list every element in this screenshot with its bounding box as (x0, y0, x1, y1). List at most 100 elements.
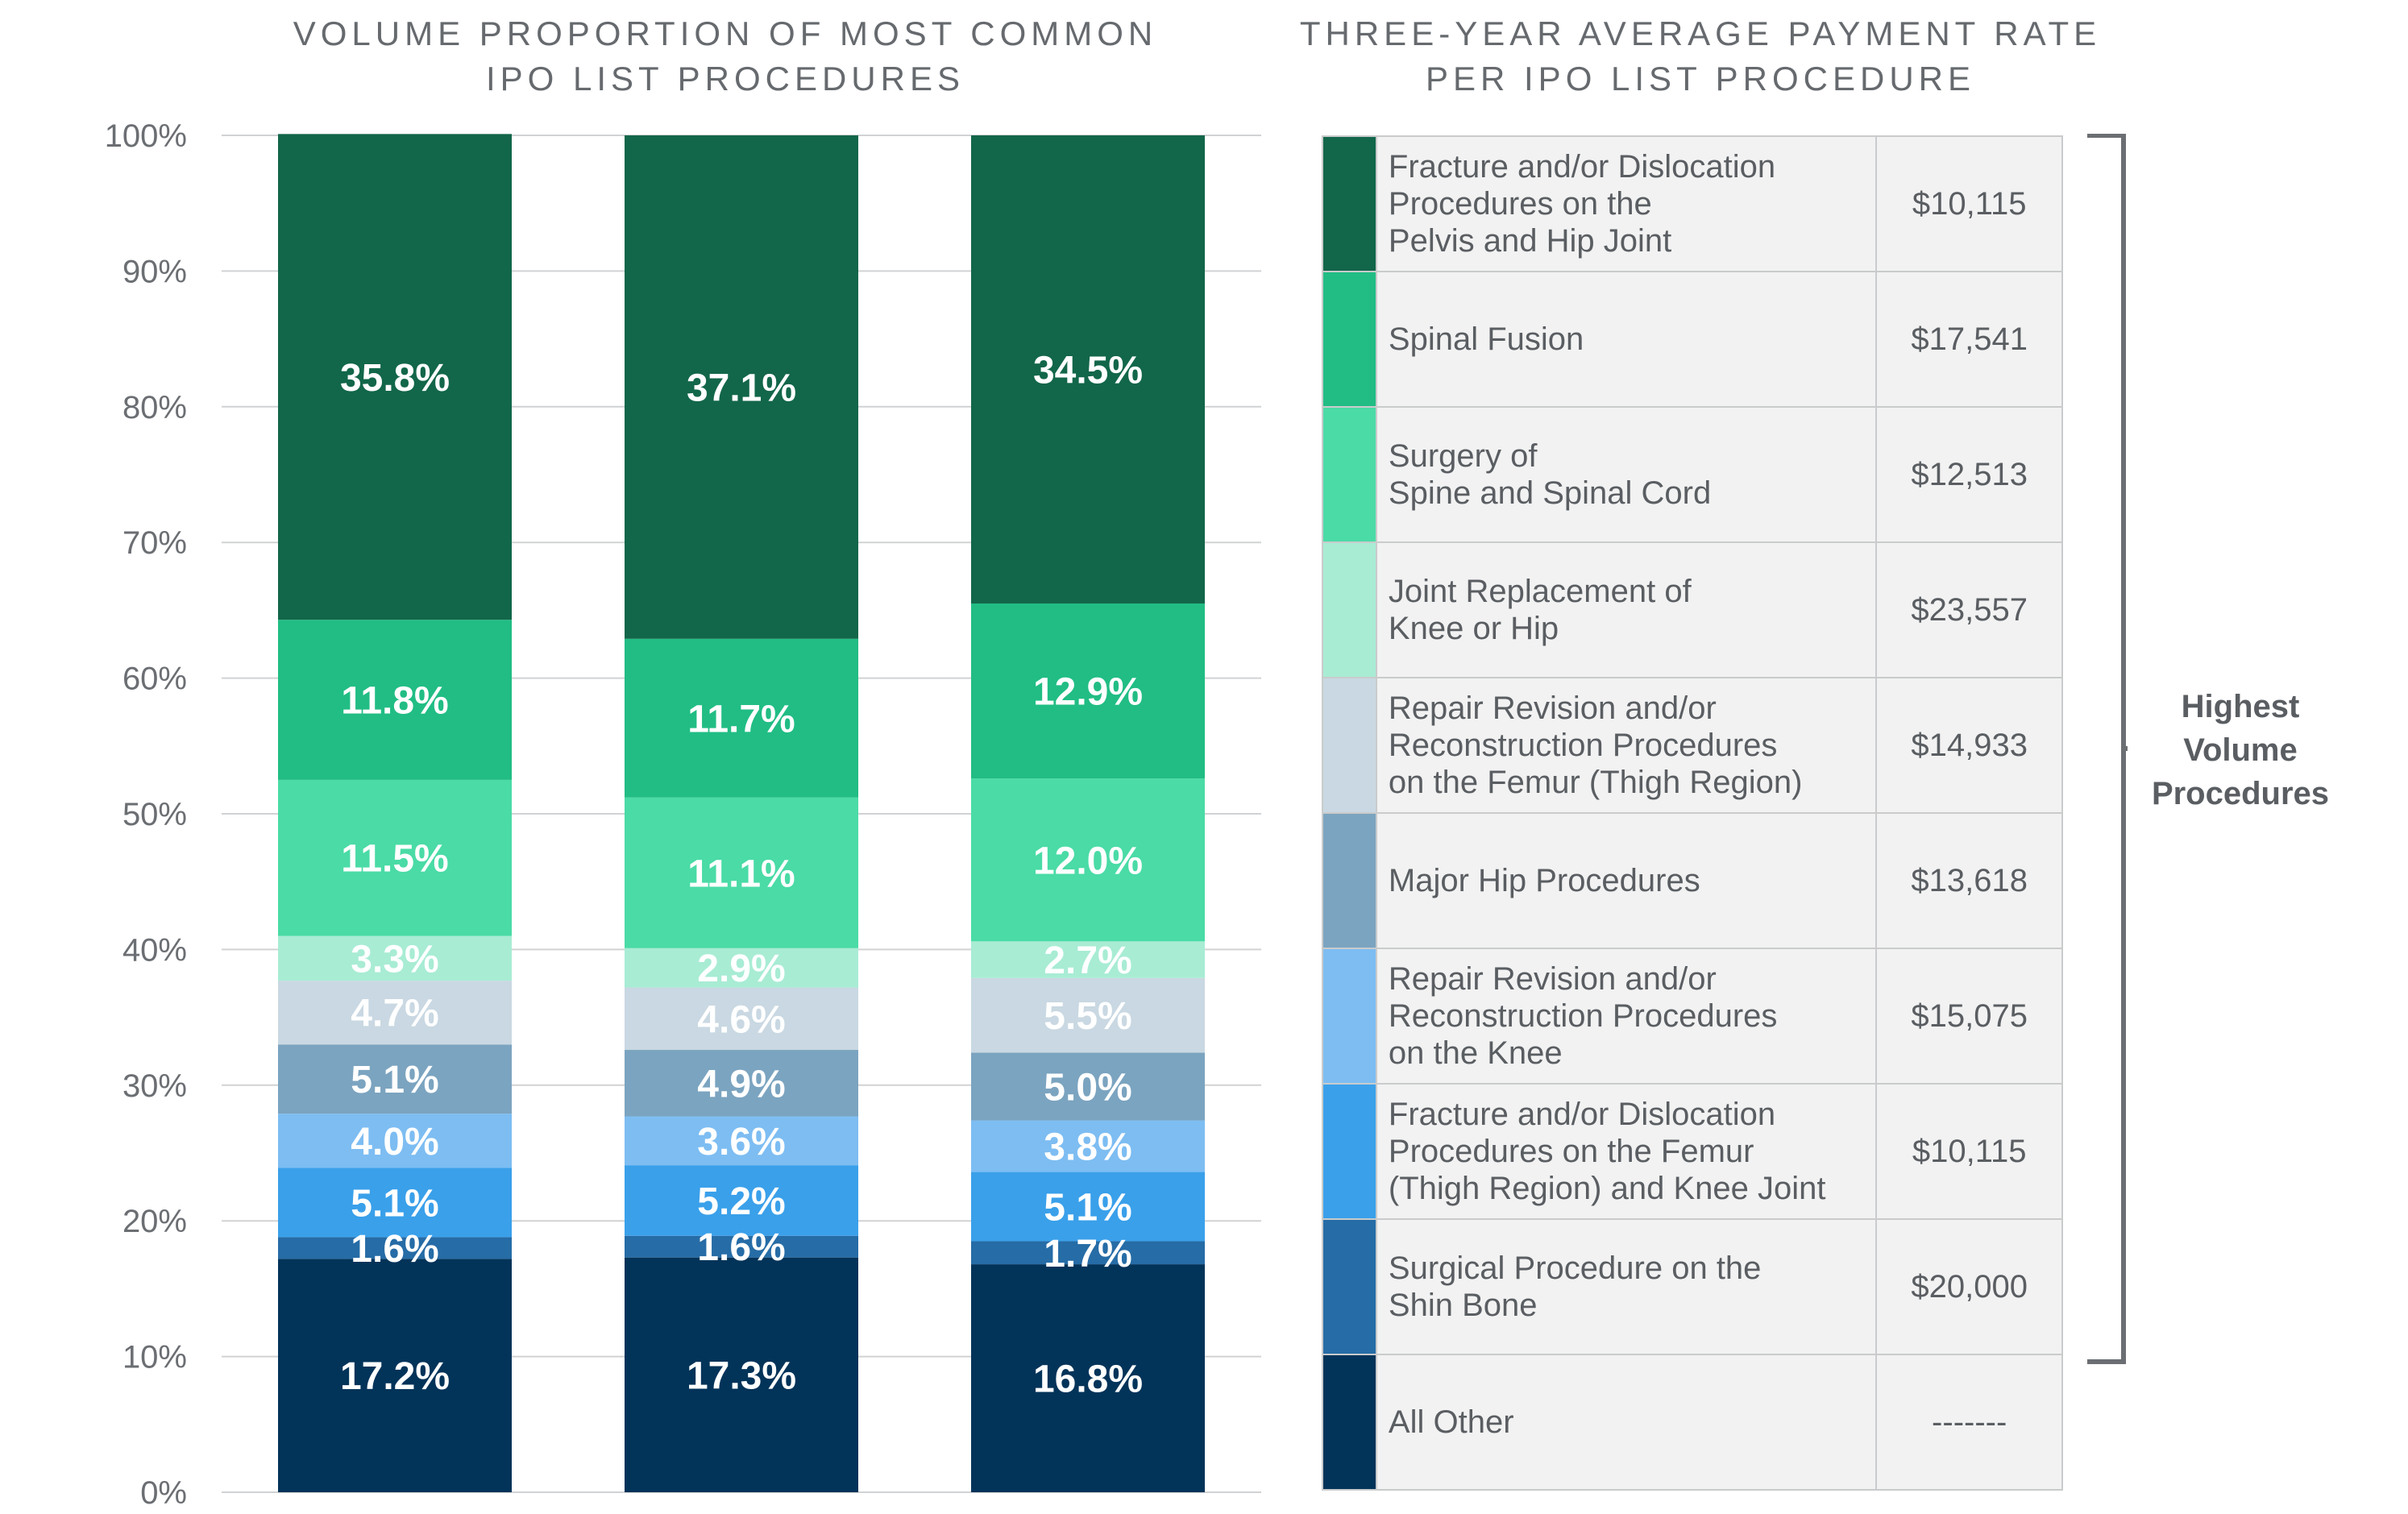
bar-segment (625, 797, 858, 948)
procedure-name-line: on the Femur (Thigh Region) (1388, 765, 1803, 800)
y-tick-label: 10% (122, 1340, 187, 1375)
procedure-name-line: Pelvis and Hip Joint (1388, 223, 1672, 259)
procedure-name-line: Major Hip Procedures (1388, 863, 1700, 898)
bar-segment (625, 1257, 858, 1492)
payment-rate: $12,513 (1875, 406, 2063, 543)
bar-segment (625, 1235, 858, 1258)
payment-rate: $17,541 (1875, 271, 2063, 408)
procedure-name-line: Shin Bone (1388, 1288, 1538, 1323)
data-label: 35.8% (340, 357, 450, 400)
bar-segment (278, 1237, 512, 1259)
data-label: 4.6% (697, 998, 785, 1041)
color-swatch (1322, 135, 1377, 272)
data-label: 17.3% (687, 1354, 796, 1397)
procedure-name-line: All Other (1388, 1404, 1514, 1440)
data-label: 11.1% (687, 852, 795, 895)
data-label: 12.0% (1033, 840, 1143, 882)
data-label: 5.1% (351, 1182, 438, 1225)
y-tick-label: 50% (122, 797, 187, 832)
color-swatch (1322, 812, 1377, 949)
bar-segment (278, 1044, 512, 1114)
y-tick-label: 70% (122, 525, 187, 561)
data-label: 11.7% (687, 698, 795, 740)
procedure-name-line: Reconstruction Procedures (1388, 998, 1778, 1034)
procedure-name-line: Spinal Fusion (1388, 321, 1584, 357)
table-title-line-2: PER IPO LIST PROCEDURE (1425, 60, 1976, 97)
bar-segment (625, 948, 858, 988)
y-tick-label: 40% (122, 932, 187, 968)
payment-rate: $23,557 (1875, 541, 2063, 678)
data-label: 4.7% (351, 993, 438, 1035)
bar-segment (278, 620, 512, 780)
bar-segment (971, 941, 1205, 978)
procedure-name: Fracture and/or Dislocation Procedures on… (1375, 135, 1878, 272)
table-title: THREE-YEAR AVERAGE PAYMENT RATE PER IPO … (1273, 11, 2128, 102)
procedure-name-line: Surgical Procedure on the (1388, 1251, 1762, 1286)
data-label: 3.8% (1044, 1126, 1131, 1169)
color-swatch (1322, 271, 1377, 408)
procedure-name: Spinal Fusion (1375, 271, 1878, 408)
bracket-label-line-1: Highest (2181, 689, 2300, 724)
procedure-name-line: Repair Revision and/or (1388, 961, 1717, 997)
bar-segment (625, 1050, 858, 1117)
data-label: 3.6% (697, 1121, 785, 1163)
bar-segment (278, 1114, 512, 1168)
bar-segment (971, 603, 1205, 779)
table-row: Fracture and/or Dislocation Procedures on… (1322, 135, 2063, 272)
data-label: 12.9% (1033, 671, 1143, 714)
procedure-name: All Other (1375, 1354, 1878, 1491)
bar-segment (971, 977, 1205, 1053)
table-title-line-1: THREE-YEAR AVERAGE PAYMENT RATE (1299, 15, 2102, 52)
y-tick-label: 30% (122, 1068, 187, 1104)
data-label: 1.7% (1044, 1233, 1131, 1275)
bar-segment (625, 1116, 858, 1166)
chart-title: VOLUME PROPORTION OF MOST COMMON IPO LIS… (201, 11, 1249, 102)
bar-segment (625, 135, 858, 639)
table-row: Joint Replacement of Knee or Hip $23,557 (1322, 541, 2063, 678)
bar-segment (971, 778, 1205, 942)
procedure-name-line: Joint Replacement of (1388, 574, 1692, 609)
y-tick-label: 90% (122, 254, 187, 289)
payment-rate: $14,933 (1875, 677, 2063, 814)
data-label: 11.5% (341, 838, 448, 881)
procedure-name: Repair Revision and/or Reconstruction Pro… (1375, 677, 1878, 814)
bar-segment (278, 1168, 512, 1238)
bar-segment (971, 1120, 1205, 1172)
data-label: 37.1% (687, 367, 796, 409)
bar-segment (971, 1052, 1205, 1121)
procedure-name: Repair Revision and/or Reconstruction Pro… (1375, 948, 1878, 1085)
chart-title-line-1: VOLUME PROPORTION OF MOST COMMON (293, 15, 1158, 52)
procedure-name-line: Procedures on the (1388, 186, 1652, 222)
procedure-name-line: Procedures on the Femur (1388, 1134, 1754, 1169)
table-row: Surgical Procedure on the Shin Bone $20,00… (1322, 1218, 2063, 1355)
bar-segment (278, 134, 512, 620)
highest-volume-bracket (2087, 134, 2128, 1364)
data-label: 5.2% (697, 1180, 785, 1223)
data-label: 11.8% (341, 680, 448, 723)
color-swatch (1322, 1083, 1377, 1220)
color-swatch (1322, 1218, 1377, 1355)
y-tick-label: 20% (122, 1204, 187, 1239)
payment-rate: $15,075 (1875, 948, 2063, 1085)
data-label: 5.1% (351, 1059, 438, 1101)
bracket-label-line-2: Volume (2183, 732, 2298, 768)
bar-segment (278, 935, 512, 981)
payment-rate: $20,000 (1875, 1218, 2063, 1355)
data-label: 5.1% (1044, 1187, 1131, 1230)
bar-segment (625, 987, 858, 1051)
color-swatch (1322, 1354, 1377, 1491)
procedure-name-line: Reconstruction Procedures (1388, 728, 1778, 763)
procedure-name: Surgical Procedure on the Shin Bone (1375, 1218, 1878, 1355)
table-row: All Other ------- (1322, 1354, 2063, 1491)
procedure-name: Major Hip Procedures (1375, 812, 1878, 949)
bar-segment (278, 1259, 512, 1492)
table-row: Repair Revision and/or Reconstruction Pro… (1322, 948, 2063, 1085)
stacked-bar-chart: 0% 10% 20% 30% 40% 50% 60% 70% 80% 90% 100% 17.2% 1.… (105, 118, 1261, 1511)
bracket-label: Highest Volume Procedures (2128, 685, 2353, 815)
bracket-label-line-3: Procedures (2151, 776, 2330, 811)
procedure-name: Fracture and/or Dislocation Procedures on… (1375, 1083, 1878, 1220)
procedure-name-line: Surgery of (1388, 438, 1538, 474)
data-label: 34.5% (1033, 349, 1143, 392)
table-row: Major Hip Procedures $13,618 (1322, 812, 2063, 949)
bar-segment (971, 1264, 1205, 1492)
